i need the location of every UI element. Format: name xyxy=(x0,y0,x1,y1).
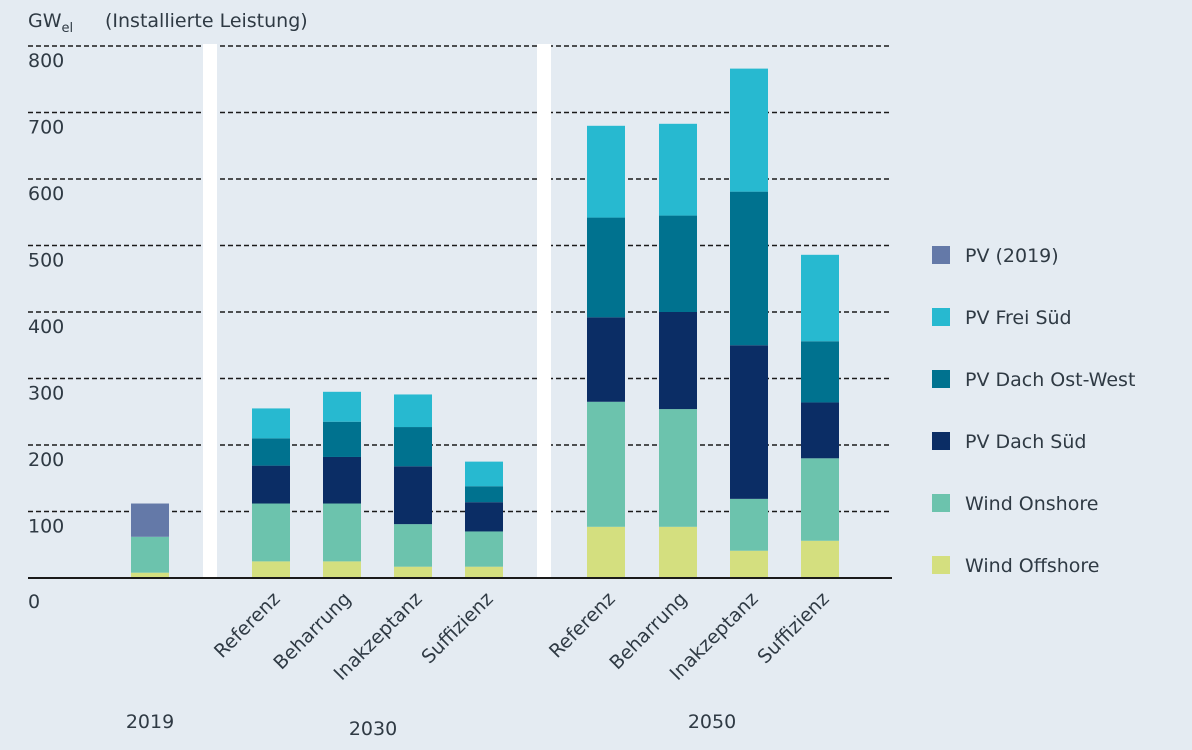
legend: PV (2019) PV Frei Süd PV Dach Ost-West PV D… xyxy=(932,245,1135,577)
bar-segment xyxy=(252,465,290,504)
bar-segment xyxy=(801,458,839,541)
bar-segment xyxy=(730,345,768,499)
bar-segment xyxy=(587,317,625,402)
bar-segment xyxy=(465,531,503,567)
bar-segment xyxy=(394,427,432,467)
bar-segment xyxy=(659,215,697,312)
y-tick-label: 200 xyxy=(28,449,64,471)
legend-label: PV (2019) xyxy=(965,245,1059,267)
y-tick-label: 0 xyxy=(28,591,40,613)
group-label: 2050 xyxy=(688,711,736,733)
bar-segment xyxy=(587,401,625,527)
bar-segment xyxy=(394,466,432,525)
y-tick-label: 500 xyxy=(28,250,64,272)
bar-segment xyxy=(252,408,290,439)
bar-segment xyxy=(659,526,697,578)
y-tick-label: 700 xyxy=(28,117,64,139)
group-separators xyxy=(203,44,551,578)
y-axis-label-subscript: el xyxy=(62,21,74,36)
bar-segment xyxy=(465,566,503,578)
y-tick-label: 300 xyxy=(28,383,64,405)
y-axis-note: (Installierte Leistung) xyxy=(105,10,308,32)
labels: GWel (Installierte Leistung) 0 100 200 300 400… xyxy=(28,10,834,740)
bar-segment xyxy=(587,526,625,578)
bar-segment xyxy=(587,125,625,218)
bar-segment xyxy=(465,502,503,532)
bar-segment xyxy=(394,524,432,567)
legend-label: Wind Offshore xyxy=(965,555,1099,577)
legend-swatch xyxy=(932,370,950,388)
legend-swatch xyxy=(932,494,950,512)
bar-segment xyxy=(730,550,768,578)
bar-segment xyxy=(730,498,768,551)
bar-segment xyxy=(801,254,839,342)
bar-segment xyxy=(659,123,697,216)
legend-swatch xyxy=(932,246,950,264)
x-tick-label: Referenz xyxy=(210,588,285,663)
bar-segment xyxy=(323,561,361,578)
legend-label: PV Dach Ost-West xyxy=(965,369,1135,391)
bar-segment xyxy=(465,486,503,503)
bar-segment xyxy=(730,68,768,192)
legend-swatch xyxy=(932,432,950,450)
legend-swatch xyxy=(932,308,950,326)
bar-segment xyxy=(394,394,432,428)
bar-segment xyxy=(801,540,839,578)
bar-segment xyxy=(323,456,361,504)
bars xyxy=(131,68,839,578)
y-tick-label: 400 xyxy=(28,316,64,338)
x-tick-label: Suffizienz xyxy=(753,588,833,668)
legend-label: Wind Onshore xyxy=(965,493,1098,515)
y-tick-label: 600 xyxy=(28,183,64,205)
bar-segment xyxy=(323,421,361,457)
y-axis-label: GWel xyxy=(28,10,73,36)
bar-segment xyxy=(131,572,169,578)
bar-segment xyxy=(587,217,625,318)
y-tick-label: 800 xyxy=(28,50,64,72)
bar-segment xyxy=(394,566,432,578)
group-label: 2019 xyxy=(126,711,174,733)
bar-segment xyxy=(659,312,697,410)
legend-swatch xyxy=(932,556,950,574)
bar-segment xyxy=(323,391,361,422)
bar-segment xyxy=(252,438,290,466)
bar-segment xyxy=(252,503,290,562)
group-separator xyxy=(203,44,217,578)
bar-segment xyxy=(323,503,361,562)
bar-segment xyxy=(252,561,290,578)
bar-segment xyxy=(131,503,169,537)
group-label: 2030 xyxy=(349,718,397,740)
legend-label: PV Dach Süd xyxy=(965,431,1086,453)
x-tick-label: Suffizienz xyxy=(417,588,497,668)
x-tick-label: Referenz xyxy=(545,588,620,663)
bar-segment xyxy=(730,191,768,346)
legend-label: PV Frei Süd xyxy=(965,307,1072,329)
gridlines xyxy=(28,45,892,513)
bar-segment xyxy=(801,341,839,403)
bar-segment xyxy=(801,402,839,459)
y-tick-label: 100 xyxy=(28,516,64,538)
bar-segment xyxy=(465,461,503,487)
bar-segment xyxy=(131,536,169,573)
group-separator xyxy=(537,44,551,578)
bar-segment xyxy=(659,409,697,527)
